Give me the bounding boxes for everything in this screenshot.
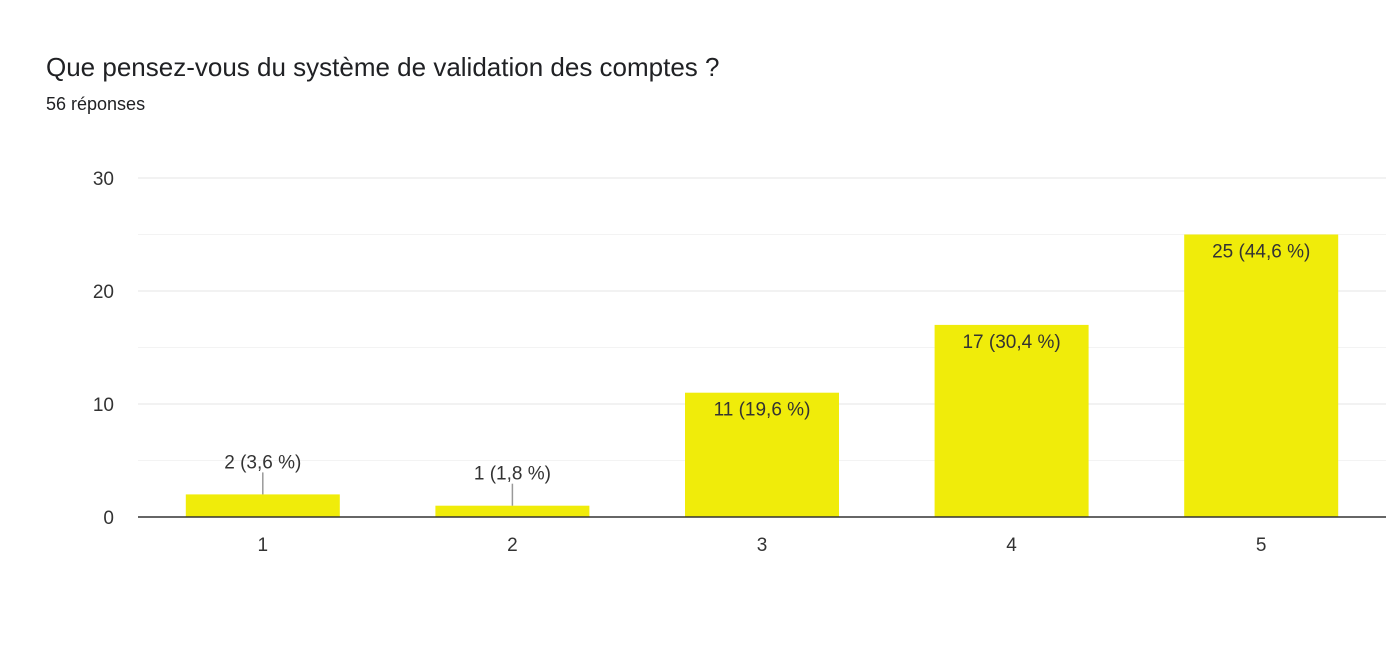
bar[interactable] bbox=[685, 392, 839, 517]
x-tick-label: 2 bbox=[507, 535, 518, 556]
data-label: 11 (19,6 %) bbox=[714, 400, 811, 421]
bar[interactable] bbox=[1184, 234, 1339, 518]
response-count: 56 réponses bbox=[46, 94, 146, 114]
x-tick-label: 5 bbox=[1256, 535, 1267, 556]
y-tick-label: 10 bbox=[93, 395, 114, 416]
bar[interactable] bbox=[185, 494, 340, 517]
data-label: 2 (3,6 %) bbox=[224, 452, 301, 473]
x-tick-label: 4 bbox=[1006, 535, 1017, 556]
y-tick-label: 20 bbox=[93, 282, 114, 303]
x-tick-label: 3 bbox=[757, 535, 768, 556]
bar[interactable] bbox=[435, 505, 590, 517]
y-tick-label: 30 bbox=[93, 169, 114, 190]
x-tick-label: 1 bbox=[258, 535, 269, 556]
data-label: 25 (44,6 %) bbox=[1212, 242, 1310, 263]
data-label: 17 (30,4 %) bbox=[962, 332, 1060, 353]
bar[interactable] bbox=[934, 324, 1089, 517]
chart-header: Que pensez-vous du système de validation… bbox=[46, 50, 720, 116]
question-title: Que pensez-vous du système de validation… bbox=[46, 52, 720, 82]
y-tick-label: 0 bbox=[103, 508, 114, 529]
data-label: 1 (1,8 %) bbox=[474, 464, 551, 485]
